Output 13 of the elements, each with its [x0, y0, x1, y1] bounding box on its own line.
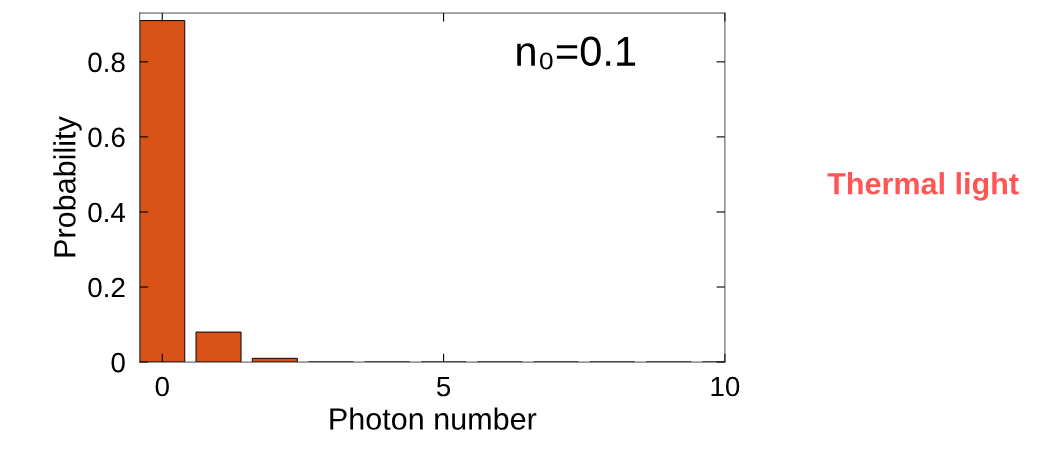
annotation: n₀=0.1	[517, 36, 636, 70]
y-tick-label: 0.4	[88, 202, 126, 223]
y-axis-title: Probability	[53, 116, 82, 257]
x-tick-label: 5	[436, 376, 451, 397]
y-tick-label: 0.2	[88, 277, 125, 298]
y-tick-label: 0.6	[88, 127, 125, 148]
bar	[195, 331, 242, 363]
x-axis-title: Photon number	[330, 407, 537, 430]
x-tick-label: 10	[711, 376, 740, 397]
text: Thermal light	[827, 172, 1019, 201]
y-tick-label: 0	[111, 352, 125, 373]
x-tick-label: 0	[155, 376, 169, 397]
y-tick-label: 0.8	[88, 52, 125, 73]
